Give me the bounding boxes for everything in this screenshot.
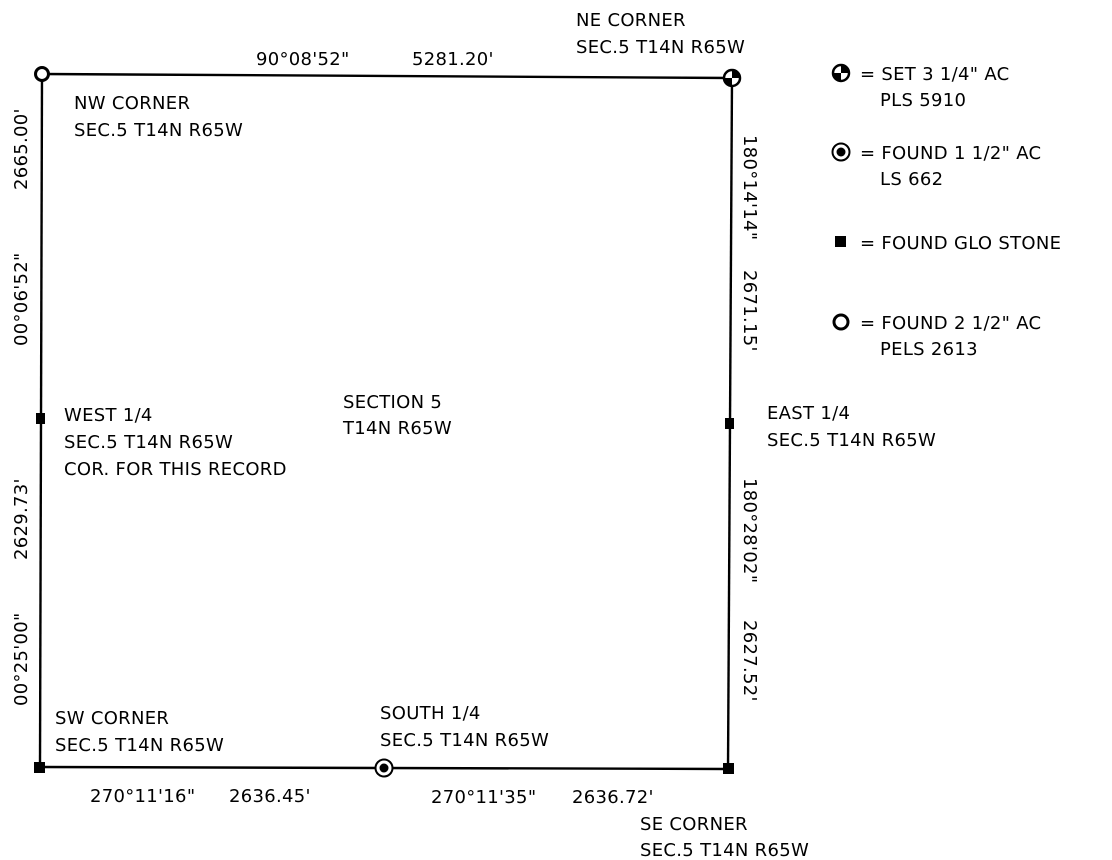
west-quarter-desc: SEC.5 T14N R65W — [64, 432, 233, 453]
section-desc: T14N R65W — [342, 418, 452, 439]
north-bearing: 90°08'52" — [256, 49, 350, 70]
legend-found-small-line2: LS 662 — [880, 169, 943, 190]
south-west-distance: 2636.45' — [229, 786, 311, 807]
west-upper-distance: 2665.00' — [11, 108, 32, 190]
ne-corner-monument-icon — [722, 68, 742, 88]
ne-corner-name: NE CORNER — [576, 10, 686, 31]
legend: = SET 3 1/4" AC PLS 5910 = FOUND 1 1/2" … — [831, 63, 1061, 360]
sw-corner-monument-icon — [34, 762, 45, 773]
south-west-bearing: 270°11'16" — [90, 786, 195, 807]
section-name: SECTION 5 — [343, 392, 442, 413]
nw-corner-desc: SEC.5 T14N R65W — [74, 120, 243, 141]
east-upper-distance: 2671.15' — [739, 270, 760, 352]
legend-set-cap-line2: PLS 5910 — [880, 90, 966, 111]
west-quarter-name: WEST 1/4 — [64, 405, 153, 426]
found-aluminum-cap-large-icon — [832, 313, 850, 331]
east-lower-bearing: 180°28'02" — [739, 478, 760, 583]
east-quarter-monument-icon — [725, 418, 734, 429]
se-corner-desc: SEC.5 T14N R65W — [640, 840, 809, 860]
south-east-distance: 2636.72' — [572, 787, 654, 808]
south-quarter-desc: SEC.5 T14N R65W — [380, 730, 549, 751]
sw-corner-desc: SEC.5 T14N R65W — [55, 735, 224, 756]
east-lower-distance: 2627.52' — [739, 620, 760, 702]
sw-corner-name: SW CORNER — [55, 708, 169, 729]
west-upper-bearing: 00°06'52" — [11, 252, 32, 346]
north-boundary-line — [41, 72, 733, 80]
east-quarter-name: EAST 1/4 — [767, 403, 850, 424]
south-east-bearing: 270°11'35" — [431, 787, 536, 808]
south-quarter-name: SOUTH 1/4 — [380, 703, 481, 724]
glo-stone-icon — [835, 236, 846, 247]
ne-corner-desc: SEC.5 T14N R65W — [576, 37, 745, 58]
legend-found-large-line1: = FOUND 2 1/2" AC — [860, 313, 1041, 334]
west-lower-bearing: 00°25'00" — [11, 612, 32, 706]
se-corner-monument-icon — [723, 763, 734, 774]
east-upper-bearing: 180°14'14" — [739, 135, 760, 240]
east-quarter-desc: SEC.5 T14N R65W — [767, 430, 936, 451]
se-corner-name: SE CORNER — [640, 814, 748, 835]
legend-glo-stone-line1: = FOUND GLO STONE — [860, 233, 1061, 254]
south-quarter-monument-icon — [374, 758, 394, 778]
found-aluminum-cap-small-icon — [831, 142, 851, 162]
west-lower-distance: 2629.73' — [11, 478, 32, 560]
legend-found-small-line1: = FOUND 1 1/2" AC — [860, 143, 1041, 164]
west-quarter-note: COR. FOR THIS RECORD — [64, 459, 287, 480]
nw-corner-monument-icon — [34, 66, 50, 82]
legend-found-large-line2: PELS 2613 — [880, 339, 978, 360]
north-distance: 5281.20' — [412, 49, 494, 70]
west-quarter-monument-icon — [36, 413, 45, 424]
set-aluminum-cap-icon — [831, 63, 851, 83]
legend-set-cap-line1: = SET 3 1/4" AC — [860, 64, 1010, 85]
nw-corner-name: NW CORNER — [74, 93, 190, 114]
